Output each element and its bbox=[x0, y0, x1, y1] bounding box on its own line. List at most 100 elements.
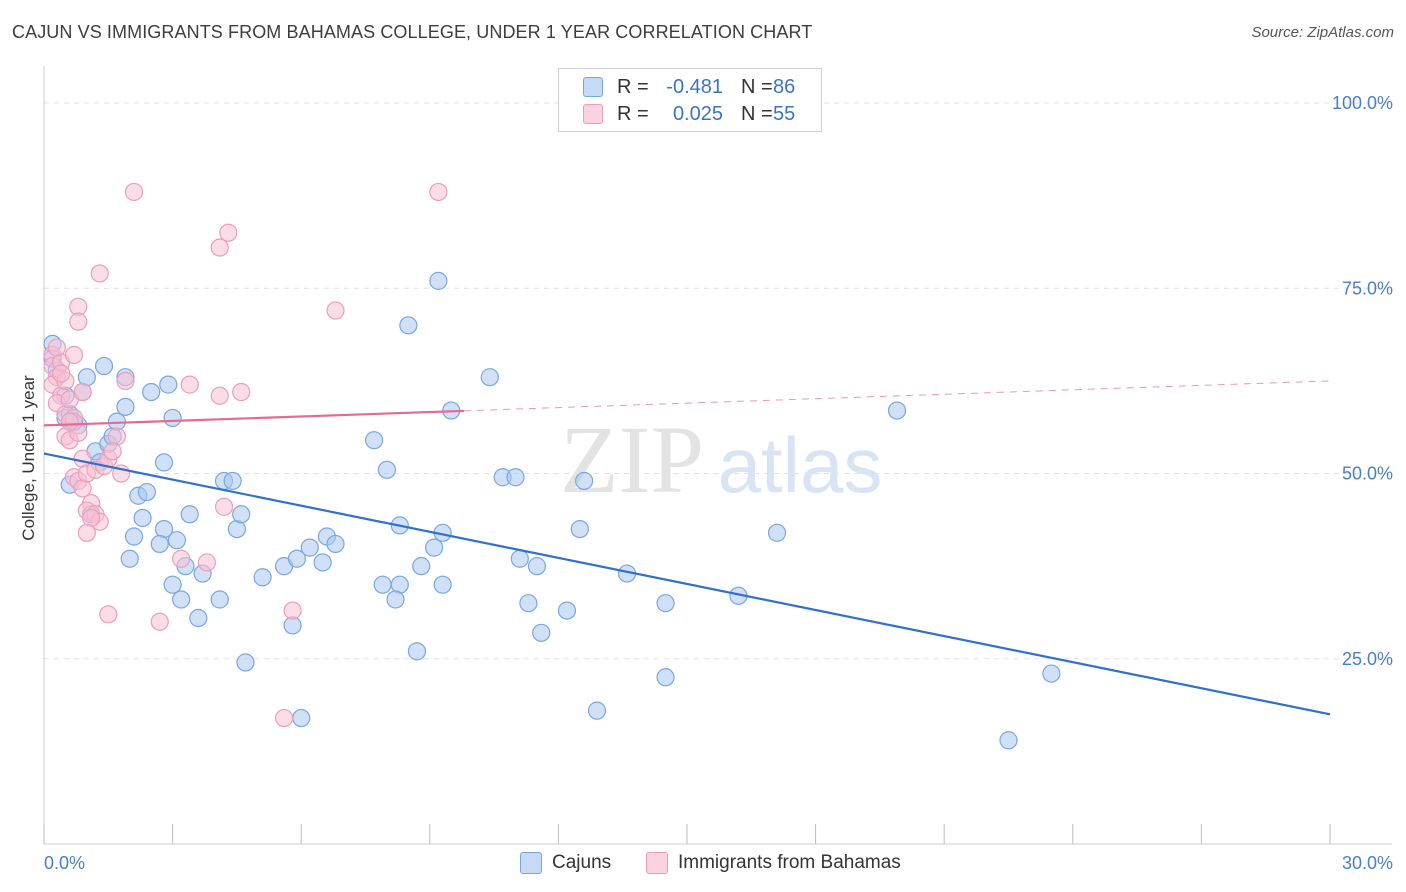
point-bahamas-33 bbox=[69, 312, 88, 331]
point-cajuns-25 bbox=[154, 453, 174, 472]
point-cajuns-23 bbox=[159, 375, 178, 394]
legend-swatch-bahamas bbox=[583, 104, 603, 124]
point-cajuns-45 bbox=[287, 549, 307, 568]
point-bahamas-43 bbox=[214, 497, 234, 516]
y-tick-label-0: 25.0% bbox=[1342, 649, 1393, 669]
point-cajuns-38 bbox=[210, 590, 229, 609]
x-tick-label-1: 30.0% bbox=[1342, 853, 1393, 873]
point-cajuns-84 bbox=[236, 653, 255, 672]
n-label: N = bbox=[741, 102, 773, 125]
point-cajuns-79 bbox=[999, 731, 1018, 750]
legend-item-bahamas: Immigrants from Bahamas bbox=[646, 852, 901, 874]
point-bahamas-37 bbox=[219, 223, 238, 242]
point-cajuns-76 bbox=[767, 523, 787, 542]
point-bahamas-48 bbox=[283, 601, 302, 620]
point-bahamas-52 bbox=[52, 364, 71, 383]
series-legend: Cajuns Immigrants from Bahamas bbox=[0, 852, 1406, 878]
point-cajuns-77 bbox=[887, 401, 907, 420]
point-bahamas-30 bbox=[60, 412, 79, 431]
trend-line-extension-bahamas bbox=[464, 380, 1331, 412]
point-bahamas-53 bbox=[116, 371, 135, 391]
point-bahamas-45 bbox=[172, 549, 191, 568]
legend-label-bahamas: Immigrants from Bahamas bbox=[678, 852, 901, 873]
point-cajuns-51 bbox=[377, 460, 397, 479]
point-cajuns-36 bbox=[172, 590, 191, 609]
point-cajuns-19 bbox=[116, 397, 135, 416]
point-bahamas-44 bbox=[197, 553, 216, 572]
source-label: Source: ZipAtlas.com bbox=[1251, 24, 1394, 41]
point-cajuns-58 bbox=[424, 538, 444, 557]
point-cajuns-70 bbox=[570, 519, 589, 539]
legend-swatch-bahamas bbox=[646, 852, 668, 874]
point-cajuns-48 bbox=[313, 553, 332, 572]
n-value: 86 bbox=[773, 75, 796, 98]
point-cajuns-66 bbox=[527, 557, 547, 576]
point-cajuns-83 bbox=[292, 708, 311, 728]
point-bahamas-31 bbox=[64, 345, 84, 365]
point-cajuns-41 bbox=[223, 471, 242, 491]
point-cajuns-81 bbox=[429, 271, 448, 290]
point-cajuns-32 bbox=[120, 549, 139, 568]
r-label: R = bbox=[617, 75, 649, 98]
n-value: 55 bbox=[773, 102, 796, 125]
point-cajuns-55 bbox=[386, 590, 405, 609]
point-bahamas-40 bbox=[180, 375, 199, 394]
point-cajuns-59 bbox=[433, 575, 452, 594]
point-cajuns-56 bbox=[407, 642, 427, 661]
point-cajuns-69 bbox=[532, 623, 551, 642]
point-cajuns-62 bbox=[480, 368, 499, 387]
point-cajuns-64 bbox=[506, 468, 525, 487]
point-cajuns-42 bbox=[232, 505, 251, 524]
point-cajuns-67 bbox=[519, 594, 538, 613]
point-cajuns-22 bbox=[137, 482, 156, 502]
correlation-legend: R = -0.481 N = 86 R = 0.025 N = 55 bbox=[558, 68, 822, 132]
point-bahamas-41 bbox=[210, 386, 229, 405]
point-cajuns-43 bbox=[253, 568, 272, 587]
legend-item-cajuns: Cajuns bbox=[520, 852, 611, 874]
y-tick-label-1: 50.0% bbox=[1342, 464, 1393, 484]
r-label: R = bbox=[617, 102, 649, 125]
point-cajuns-11 bbox=[94, 356, 114, 376]
y-tick-label-2: 75.0% bbox=[1342, 278, 1393, 298]
legend-label-cajuns: Cajuns bbox=[552, 852, 612, 873]
point-cajuns-50 bbox=[364, 431, 384, 450]
point-cajuns-30 bbox=[167, 531, 186, 550]
point-cajuns-31 bbox=[150, 534, 169, 554]
legend-swatch-cajuns bbox=[583, 77, 603, 97]
gridlines bbox=[44, 102, 1392, 660]
point-bahamas-34 bbox=[90, 264, 109, 283]
point-cajuns-57 bbox=[412, 557, 431, 576]
point-bahamas-36 bbox=[210, 238, 229, 257]
watermark-atlas: atlas bbox=[718, 421, 883, 509]
point-cajuns-65 bbox=[510, 549, 529, 568]
point-cajuns-68 bbox=[557, 601, 577, 620]
point-cajuns-85 bbox=[587, 701, 607, 720]
legend-swatch-cajuns bbox=[520, 852, 542, 874]
point-cajuns-27 bbox=[124, 527, 144, 546]
trend-line-bahamas bbox=[43, 409, 465, 427]
point-cajuns-80 bbox=[399, 316, 418, 335]
n-label: N = bbox=[741, 75, 773, 98]
trend-lines bbox=[43, 380, 1331, 716]
point-cajuns-46 bbox=[300, 538, 319, 557]
r-value: 0.025 bbox=[672, 102, 723, 125]
point-cajuns-24 bbox=[163, 408, 182, 428]
axes bbox=[43, 66, 1392, 845]
y-axis-label: College, Under 1 year bbox=[19, 375, 38, 541]
data-points bbox=[43, 182, 1061, 750]
point-bahamas-50 bbox=[73, 382, 92, 402]
x-tick-label-0: 0.0% bbox=[44, 853, 85, 873]
tick-labels: 25.0% 50.0% 75.0% 100.0% 0.0% 30.0% bbox=[44, 93, 1393, 873]
point-bahamas-35 bbox=[124, 182, 144, 202]
point-cajuns-37 bbox=[189, 608, 208, 628]
y-tick-label-3: 100.0% bbox=[1332, 93, 1393, 113]
point-bahamas-54 bbox=[103, 442, 122, 461]
point-bahamas-42 bbox=[232, 382, 251, 402]
point-cajuns-26 bbox=[133, 508, 152, 528]
chart-title: CAJUN VS IMMIGRANTS FROM BAHAMAS COLLEGE… bbox=[12, 22, 813, 42]
point-bahamas-29 bbox=[77, 523, 96, 542]
point-cajuns-78 bbox=[1042, 664, 1061, 683]
point-bahamas-47 bbox=[99, 605, 118, 624]
point-cajuns-49 bbox=[326, 534, 345, 554]
